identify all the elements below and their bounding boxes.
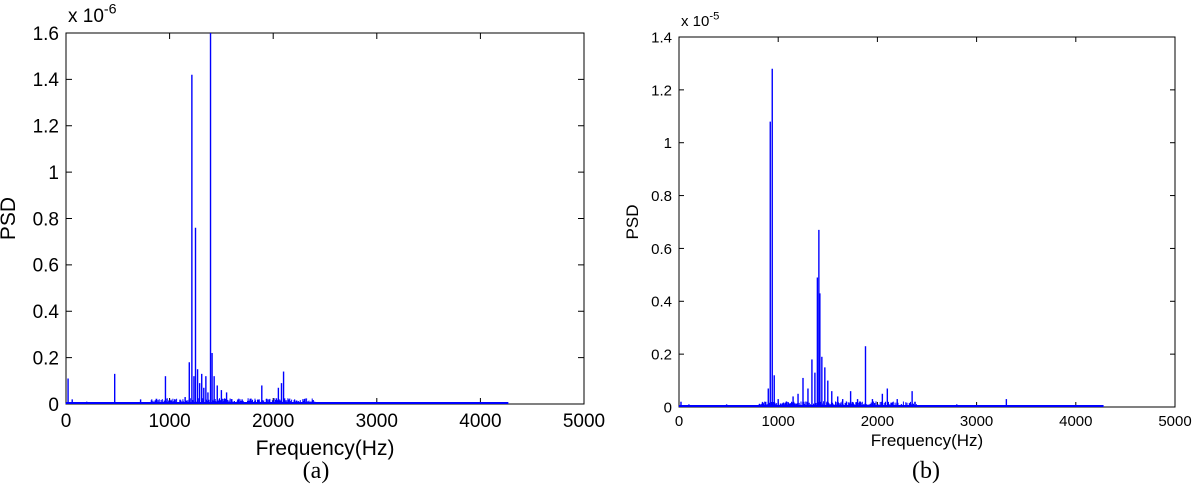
- y-tick-label: 1: [48, 163, 59, 184]
- y-tick-label: 0.8: [33, 209, 59, 230]
- psd-series: [65, 33, 509, 404]
- y-tick-label: 1.4: [651, 29, 672, 46]
- axis-multiplier: x 10-5: [681, 10, 719, 30]
- y-tick-label: 0.2: [651, 347, 672, 364]
- axis-multiplier: x 10-6: [68, 1, 117, 27]
- y-tick-label: 0.6: [33, 256, 59, 277]
- x-tick-label: 2000: [861, 413, 894, 430]
- y-tick-label: 0.4: [33, 302, 60, 323]
- x-tick-label: 5000: [563, 411, 605, 432]
- psd-series: [678, 68, 1104, 407]
- panel-caption: (a): [303, 458, 330, 484]
- x-tick-label: 5000: [1158, 413, 1191, 430]
- y-tick-label: 1.2: [651, 82, 672, 99]
- x-tick-label: 4000: [459, 411, 501, 432]
- x-tick-label: 4000: [1059, 413, 1092, 430]
- y-tick-label: 0.4: [651, 294, 672, 311]
- plot-frame: [65, 32, 585, 405]
- chart-panel-a: 0 1000 2000 3000 4000 5000 0 0.2 0.4 0.6 0.8 1 1.2 1.…: [0, 1, 605, 484]
- chart-panel-b: 0 1000 2000 3000 4000 5000 0 0.2 0.4 0.6 0.8 1 1.2 1.…: [623, 10, 1192, 484]
- x-tick-label: 1000: [148, 411, 190, 432]
- x-tick-label: 1000: [762, 413, 795, 430]
- x-tick-label: 0: [61, 411, 72, 432]
- x-tick-label: 3000: [356, 411, 398, 432]
- y-tick-label: 1.6: [33, 24, 59, 45]
- y-tick-label: 1: [664, 135, 672, 152]
- plot-frame: [678, 36, 1176, 408]
- y-axis-label: PSD: [0, 197, 20, 240]
- x-axis-label: Frequency(Hz): [256, 437, 395, 460]
- x-axis-label: Frequency(Hz): [871, 431, 983, 450]
- y-tick-label: 0.2: [33, 348, 59, 369]
- x-tick-label: 3000: [960, 413, 993, 430]
- y-axis-label: PSD: [623, 205, 642, 240]
- x-tick-label: 0: [675, 413, 683, 430]
- y-tick-label: 0: [48, 395, 59, 416]
- y-tick-label: 0.8: [651, 188, 672, 205]
- y-tick-label: 1.2: [33, 117, 59, 138]
- psd-noise: [65, 398, 509, 404]
- y-tick-label: 1.4: [33, 70, 60, 91]
- y-tick-label: 0: [664, 399, 672, 416]
- x-tick-label: 2000: [252, 411, 294, 432]
- y-tick-label: 0.6: [651, 241, 672, 258]
- panel-caption: (b): [912, 458, 940, 484]
